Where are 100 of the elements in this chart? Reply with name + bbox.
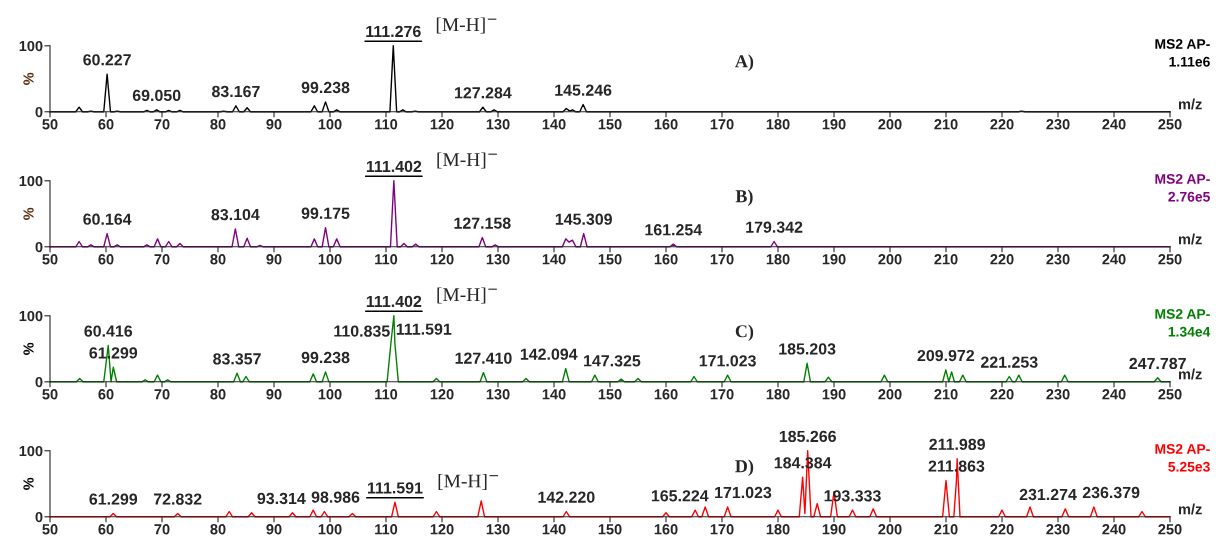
annotation: 83.104 xyxy=(211,208,260,221)
x-tick-label: 190 xyxy=(822,119,846,130)
x-tick-label: 120 xyxy=(430,254,454,265)
y-tick-label: 100 xyxy=(19,310,43,322)
annotation: 99.175 xyxy=(301,207,350,219)
x-tick-label: 220 xyxy=(990,119,1014,130)
x-tick-label: 130 xyxy=(486,119,510,130)
annotation: 161.254 xyxy=(645,224,703,236)
x-tick-label: 100 xyxy=(318,254,342,265)
text: [M-H]$^{−}$ xyxy=(437,287,497,304)
x-axis-title: m/z xyxy=(1178,98,1202,110)
y-axis-title: % xyxy=(23,342,34,355)
x-tick-label: 110 xyxy=(375,119,398,130)
x-tick-label: 50 xyxy=(42,254,58,265)
annotation: 171.023 xyxy=(699,355,756,367)
x-tick-label: 70 xyxy=(154,254,170,265)
x-tick-label: 190 xyxy=(822,389,846,400)
annotation: 127.284 xyxy=(455,87,512,99)
x-tick-label: 180 xyxy=(766,254,790,265)
x-tick-label: 160 xyxy=(654,119,678,130)
x-tick-label: 50 xyxy=(42,524,58,535)
x-tick-label: 160 xyxy=(654,389,678,400)
x-tick-label: 190 xyxy=(822,524,846,535)
x-tick-label: 110 xyxy=(375,524,398,535)
x-tick-label: 220 xyxy=(990,389,1014,400)
x-tick-label: 60 xyxy=(98,524,114,535)
annotation: 231.274 xyxy=(1019,488,1077,501)
x-tick-label: 250 xyxy=(1158,524,1182,535)
x-tick-label: 150 xyxy=(598,389,622,400)
x-axis-title: m/z xyxy=(1178,368,1202,380)
chart-title: A) xyxy=(735,54,754,71)
x-tick-label: 210 xyxy=(934,524,958,535)
y-axis-title: % xyxy=(23,207,34,220)
x-tick-label: 70 xyxy=(154,389,170,400)
annotation: 247.787 xyxy=(1129,357,1186,370)
chart-title: C) xyxy=(735,324,754,341)
x-tick-label: 230 xyxy=(1046,254,1070,265)
text: [M-H]$^{−}$ xyxy=(436,17,497,34)
x-tick-label: 50 xyxy=(42,119,58,130)
x-tick-label: 110 xyxy=(375,389,398,400)
x-tick-label: 200 xyxy=(878,389,902,400)
annotation: 165.224 xyxy=(651,490,709,502)
x-tick-label: 240 xyxy=(1102,119,1126,130)
x-tick-label: 120 xyxy=(430,389,454,400)
x-tick-label: 240 xyxy=(1102,254,1126,265)
annotation: 211.989 xyxy=(929,438,985,450)
x-tick-label: 140 xyxy=(542,524,566,535)
annotation: 1.34e4 xyxy=(1168,326,1211,337)
annotation: 236.379 xyxy=(1082,486,1140,499)
annotation: 99.238 xyxy=(301,81,350,94)
y-axis-title: % xyxy=(23,72,34,85)
x-tick-label: 250 xyxy=(1158,389,1182,400)
x-tick-label: 90 xyxy=(266,254,282,265)
x-tick-label: 240 xyxy=(1102,524,1126,535)
x-tick-label: 50 xyxy=(42,389,58,400)
x-tick-label: 80 xyxy=(210,524,226,535)
annotation: 83.167 xyxy=(212,85,260,98)
annotation: 209.972 xyxy=(917,349,975,362)
x-tick-label: 140 xyxy=(542,389,566,400)
x-tick-label: 250 xyxy=(1158,254,1182,265)
x-axis-title: m/z xyxy=(1178,503,1202,515)
x-tick-label: 150 xyxy=(598,524,622,535)
annotation: 171.023 xyxy=(715,486,772,499)
x-tick-label: 250 xyxy=(1158,119,1182,130)
y-tick-label: 0 xyxy=(35,106,43,118)
annotation: 111.402 xyxy=(366,160,422,173)
annotation: 185.266 xyxy=(779,430,836,443)
annotation: 99.238 xyxy=(301,351,350,364)
x-tick-label: 230 xyxy=(1046,389,1070,400)
x-tick-label: 60 xyxy=(98,389,114,400)
annotation: 5.25e3 xyxy=(1168,461,1210,472)
annotation: 127.158 xyxy=(454,217,511,229)
annotation: 145.309 xyxy=(555,213,612,225)
annotation: 93.314 xyxy=(257,492,306,505)
annotation: 179.342 xyxy=(746,221,803,233)
x-tick-label: 130 xyxy=(486,254,510,265)
annotation: [M-H]$^{−}$ xyxy=(438,473,499,490)
annotation: MS2 AP- xyxy=(1155,444,1210,454)
x-tick-label: 160 xyxy=(654,524,678,535)
x-tick-label: 170 xyxy=(710,119,734,130)
x-tick-label: 60 xyxy=(98,254,114,265)
annotation: MS2 AP- xyxy=(1155,39,1210,49)
y-axis-title: % xyxy=(23,477,34,490)
annotation: 60.227 xyxy=(83,54,131,66)
x-tick-label: 120 xyxy=(430,119,454,130)
x-tick-label: 180 xyxy=(766,389,790,400)
x-tick-label: 110 xyxy=(375,254,398,265)
chart-title: D) xyxy=(735,459,754,476)
annotation: 221.253 xyxy=(980,356,1038,368)
annotation: 111.591 xyxy=(396,323,452,335)
annotation: 185.203 xyxy=(779,343,836,355)
x-tick-label: 90 xyxy=(266,524,282,535)
x-tick-label: 80 xyxy=(210,254,226,265)
annotation: 127.410 xyxy=(455,352,512,364)
x-tick-label: 150 xyxy=(598,254,622,265)
annotation: 98.986 xyxy=(311,491,360,503)
x-tick-label: 170 xyxy=(710,389,734,400)
y-tick-label: 0 xyxy=(35,241,43,253)
x-tick-label: 200 xyxy=(878,524,902,535)
x-tick-label: 90 xyxy=(266,389,282,400)
